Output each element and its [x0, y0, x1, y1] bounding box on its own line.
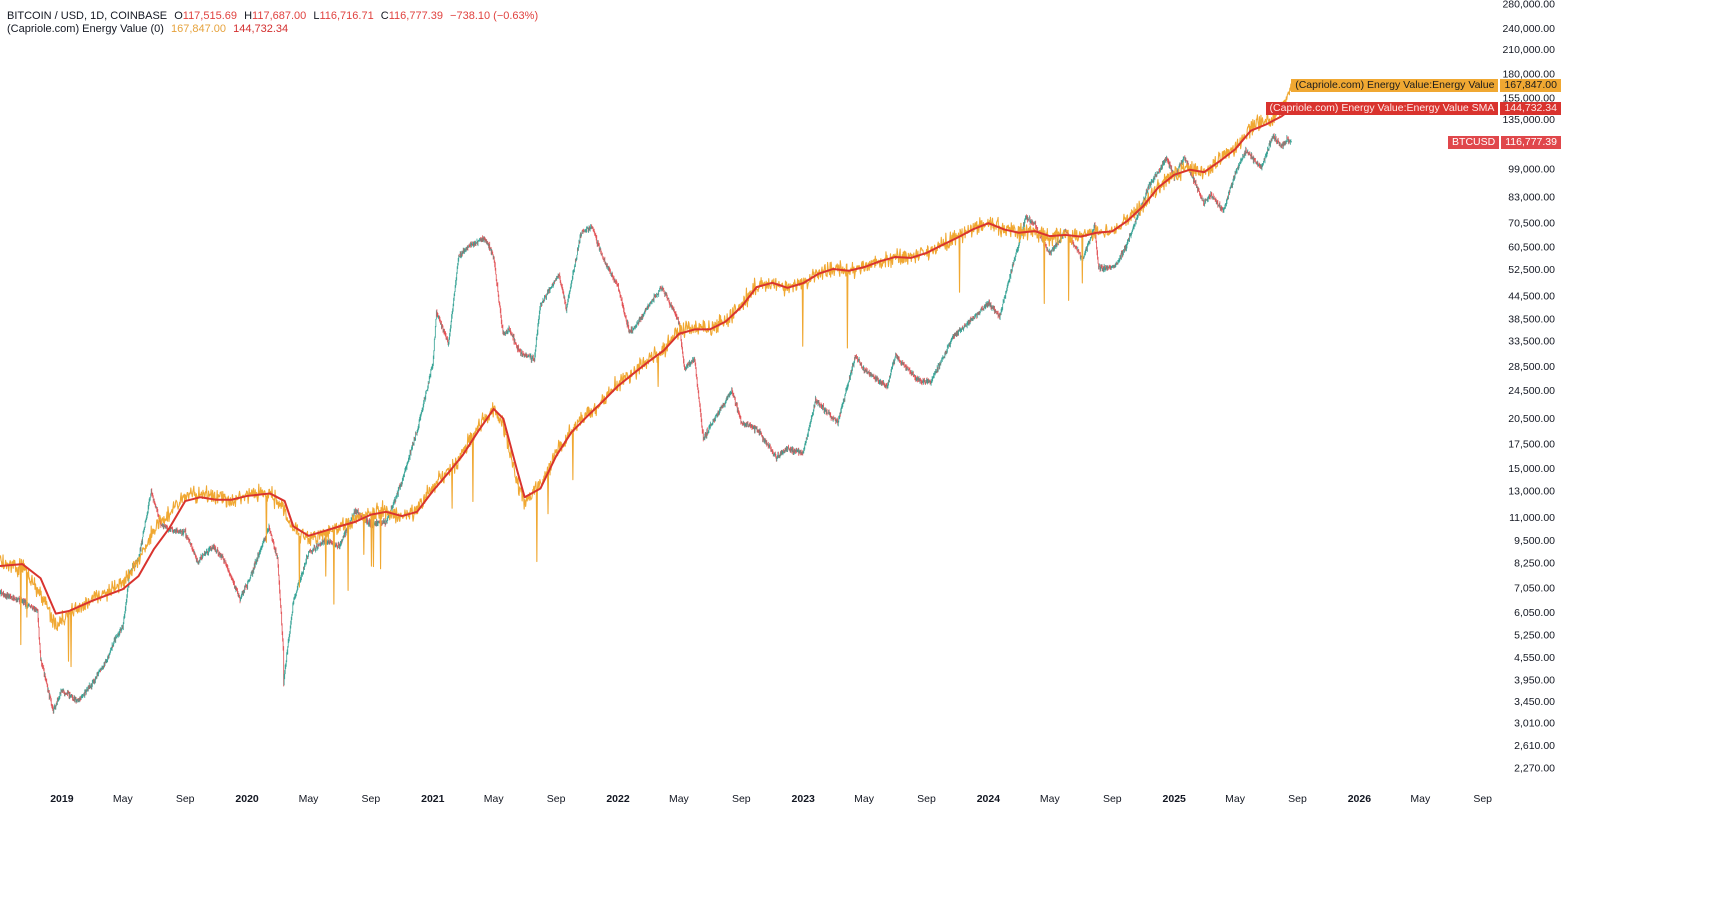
y-tick-label: 13,000.00 [1508, 486, 1555, 498]
x-tick-label: Sep [1473, 793, 1492, 805]
high-value: 117,687.00 [252, 10, 307, 22]
btc-label-name: BTCUSD [1448, 136, 1500, 150]
y-tick-label: 70,500.00 [1508, 217, 1555, 229]
btc-price-label: BTCUSD 116,777.39 [1448, 136, 1561, 150]
y-tick-label: 15,000.00 [1508, 463, 1555, 475]
y-tick-label: 3,010.00 [1514, 718, 1555, 730]
open-value: 117,515.69 [182, 10, 238, 22]
x-tick-label: Sep [176, 793, 195, 805]
energy-sma-readout: 144,732.34 [233, 23, 289, 35]
x-tick-label: 2024 [977, 793, 1001, 805]
energy-sma-label-value: 144,732.34 [1500, 102, 1561, 116]
x-tick-label: May [113, 793, 134, 805]
energy-sma-line [0, 107, 1293, 615]
x-tick-label: 2020 [235, 793, 259, 805]
y-tick-label: 8,250.00 [1514, 558, 1555, 570]
y-tick-label: 210,000.00 [1502, 44, 1555, 56]
x-tick-label: May [854, 793, 875, 805]
x-tick-label: May [669, 793, 690, 805]
y-tick-label: 44,500.00 [1508, 290, 1555, 302]
btc-candles-layer [0, 133, 1292, 714]
open-key: O [174, 10, 183, 22]
x-tick-label: Sep [362, 793, 381, 805]
x-tick-label: May [299, 793, 320, 805]
energy-sma-price-label: (Capriole.com) Energy Value:Energy Value… [1265, 102, 1561, 116]
x-tick-label: May [1040, 793, 1061, 805]
y-tick-label: 17,500.00 [1508, 438, 1555, 450]
y-tick-label: 180,000.00 [1502, 69, 1555, 81]
x-tick-label: 2026 [1348, 793, 1372, 805]
y-tick-label: 20,500.00 [1508, 413, 1555, 425]
y-tick-label: 3,450.00 [1514, 696, 1555, 708]
y-tick-label: 33,500.00 [1508, 335, 1555, 347]
indicator-legend[interactable]: (Capriole.com) Energy Value (0) 167,847.… [7, 23, 292, 36]
energy-value-readout: 167,847.00 [170, 23, 227, 35]
x-tick-label: Sep [1288, 793, 1307, 805]
y-tick-label: 6,050.00 [1514, 607, 1555, 619]
low-key: L [313, 10, 320, 22]
low-value: 116,716.71 [319, 10, 374, 22]
energy-value-label-value: 167,847.00 [1500, 78, 1561, 92]
energy-sma-label-name: (Capriole.com) Energy Value:Energy Value… [1265, 102, 1499, 116]
price-axis[interactable]: 2,270.00 2,610.00 3,010.00 3,450.00 3,950.00… [1502, 0, 1555, 774]
symbol-title[interactable]: BITCOIN / USD, 1D, COINBASE [7, 10, 168, 22]
x-tick-label: Sep [1103, 793, 1122, 805]
y-tick-label: 155,000.00 [1502, 92, 1555, 104]
y-tick-label: 135,000.00 [1502, 114, 1555, 126]
btc-label-value: 116,777.39 [1501, 136, 1561, 150]
y-tick-label: 11,000.00 [1509, 512, 1555, 524]
y-tick-label: 4,550.00 [1514, 652, 1555, 664]
symbol-legend[interactable]: BITCOIN / USD, 1D, COINBASE O117,515.69 … [7, 10, 542, 23]
high-key: H [244, 10, 253, 22]
x-tick-label: May [1225, 793, 1246, 805]
energy-value-price-label: (Capriole.com) Energy Value:Energy Value… [1291, 78, 1561, 92]
x-tick-label: May [484, 793, 505, 805]
y-tick-label: 60,500.00 [1508, 242, 1555, 254]
x-tick-label: 2021 [421, 793, 445, 805]
y-tick-label: 28,500.00 [1508, 361, 1555, 373]
y-tick-label: 2,270.00 [1514, 762, 1555, 774]
indicator-title[interactable]: (Capriole.com) Energy Value (0) [7, 23, 164, 35]
close-key: C [380, 10, 389, 22]
y-tick-label: 5,250.00 [1514, 629, 1555, 641]
x-tick-label: Sep [732, 793, 751, 805]
y-tick-label: 280,000.00 [1502, 0, 1555, 11]
y-tick-label: 52,500.00 [1508, 264, 1555, 276]
x-tick-label: 2025 [1163, 793, 1187, 805]
y-tick-label: 9,500.00 [1514, 535, 1555, 547]
x-tick-label: Sep [917, 793, 936, 805]
y-tick-label: 2,610.00 [1514, 740, 1555, 752]
y-tick-label: 7,050.00 [1514, 583, 1555, 595]
energy-value-line [0, 83, 1292, 668]
close-value: 116,777.39 [388, 10, 443, 22]
x-tick-label: 2022 [606, 793, 630, 805]
x-tick-label: 2023 [792, 793, 816, 805]
y-tick-label: 3,950.00 [1514, 675, 1555, 687]
y-tick-label: 24,500.00 [1508, 385, 1555, 397]
change-value: −738.10 (−0.63%) [450, 10, 539, 22]
x-tick-label: May [1410, 793, 1431, 805]
energy-value-layer [0, 83, 1292, 668]
energy-value-label-name: (Capriole.com) Energy Value:Energy Value [1291, 78, 1499, 92]
y-tick-label: 38,500.00 [1508, 313, 1555, 325]
x-tick-label: Sep [547, 793, 566, 805]
x-tick-label: 2019 [50, 793, 74, 805]
time-axis[interactable]: 2019 May Sep 2020 May Sep 2021 May Sep 2022 May Sep… [50, 793, 1492, 805]
y-tick-label: 99,000.00 [1508, 163, 1555, 175]
energy-sma-layer [0, 107, 1293, 615]
y-tick-label: 83,000.00 [1508, 191, 1555, 203]
y-tick-label: 240,000.00 [1502, 23, 1555, 35]
